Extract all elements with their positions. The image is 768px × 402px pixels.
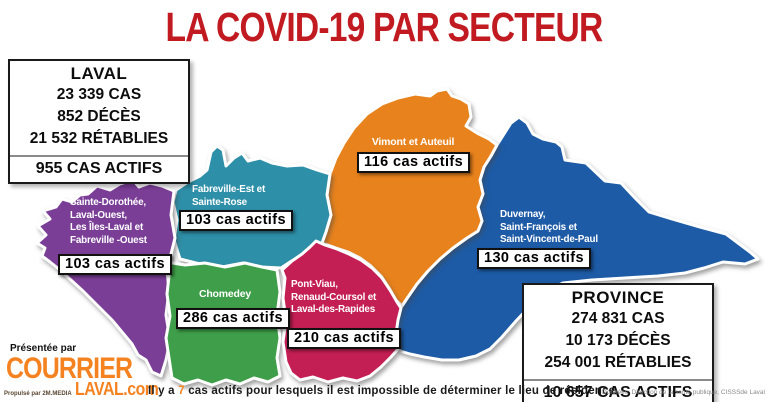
region-vimont-auteuil-label: Vimont et Auteuil	[371, 136, 455, 148]
note-count: 7	[178, 385, 185, 397]
unassigned-cases-note: Il y a 7 cas actifs pour lesquels il est…	[148, 385, 615, 397]
province-recovered: 254 001 RÉTABLIES	[544, 354, 692, 371]
laval-stats-title: LAVAL	[70, 64, 128, 83]
province-cases: 274 831 CAS	[571, 310, 665, 327]
laval-recovered: 21 532 RÉTABLIES	[29, 130, 169, 147]
note-prefix: Il y a	[148, 385, 175, 397]
province-deaths: 10 173 DÉCÈS	[565, 332, 671, 349]
province-active-cases: 10 657 CAS ACTIFS	[524, 379, 712, 402]
region-fabreville-est-active-badge: 103 cas actifs	[179, 210, 293, 231]
region-chomedey-active-badge: 286 cas actifs	[176, 308, 290, 329]
logo-laval-com: LAVAL.com	[74, 379, 159, 399]
region-duvernay-active-badge: 130 cas actifs	[477, 248, 591, 269]
region-pont-viau-active-badge: 210 cas actifs	[287, 328, 401, 349]
laval-cases: 23 339 CAS	[56, 86, 142, 103]
presented-by-label: Présentée par	[10, 343, 77, 354]
region-chomedey-label: Chomedey	[198, 288, 252, 300]
region-pont-viau-label: Pont-Viau, Renaud-Coursol et Laval-des-R…	[291, 278, 377, 316]
region-fabreville-est-label: Fabreville-Est et Sainte-Rose	[192, 183, 266, 208]
region-duvernay-label: Duvernay, Saint-François et Saint-Vincen…	[500, 208, 598, 246]
region-sainte-dorothee-label: Sainte-Dorothée, Laval-Ouest, Les Îles-L…	[70, 196, 147, 246]
note-suffix: cas actifs pour lesquels il est impossib…	[188, 385, 616, 397]
region-sainte-dorothee-active-badge: 103 cas actifs	[58, 254, 172, 275]
logo-powered-by: Propulsé par 2M.MEDIA	[4, 391, 72, 397]
laval-active-cases: 955 CAS ACTIFS	[10, 155, 188, 182]
courrier-laval-logo: COURRIER	[6, 352, 133, 385]
province-stats-box: PROVINCE 274 831 CAS 10 173 DÉCÈS 254 00…	[522, 283, 714, 402]
region-sainte-dorothee-shape	[35, 178, 177, 378]
page-title: LA COVID-19 PAR SECTEUR	[165, 4, 604, 50]
laval-stats-box: LAVAL 23 339 CAS 852 DÉCÈS 21 532 RÉTABL…	[8, 59, 190, 184]
region-vimont-auteuil-active-badge: 116 cas actifs	[357, 152, 471, 173]
data-source-note: Données: Direction de la santé publique,…	[602, 389, 765, 396]
laval-deaths: 852 DÉCÈS	[57, 108, 141, 125]
courrier-laval-logo-line2: Propulsé par 2M.MEDIA LAVAL.com	[4, 379, 170, 400]
province-stats-title: PROVINCE	[571, 288, 665, 307]
